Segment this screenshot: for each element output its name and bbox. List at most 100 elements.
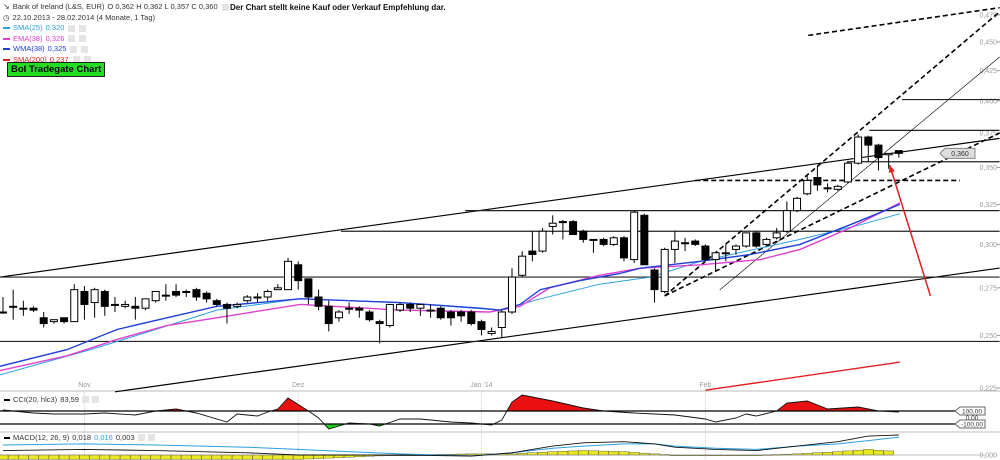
candle-body [701, 245, 710, 261]
macd-histogram-bar [211, 454, 222, 460]
candle-body [640, 214, 649, 266]
close-icon[interactable] [81, 45, 89, 53]
y-tick-label: 0,300 [979, 242, 997, 249]
candle [823, 183, 832, 193]
candle-body [294, 264, 303, 282]
candle [131, 296, 140, 320]
cci-level-marker [954, 419, 986, 429]
close-icon[interactable] [79, 24, 87, 32]
candle [19, 300, 28, 316]
candle-body [273, 287, 282, 291]
macd-histogram-bar [557, 451, 569, 456]
candle-body [691, 240, 700, 245]
macd-histogram-bar [79, 454, 90, 460]
candle-body [497, 311, 506, 328]
close-icon[interactable] [147, 434, 155, 441]
candle [426, 304, 435, 318]
edit-icon[interactable] [68, 24, 76, 32]
last-price-marker [939, 147, 976, 159]
arrowhead-icon [888, 165, 895, 173]
candle [39, 312, 48, 328]
candle [630, 210, 639, 264]
candle-body [742, 232, 751, 247]
trendline [114, 267, 1000, 393]
cci-overbought-fill [3, 395, 899, 411]
candle [497, 310, 506, 338]
macd-histogram-bar [323, 454, 334, 459]
settings-icon[interactable] [221, 3, 229, 11]
candle-body [90, 289, 99, 304]
candle [121, 300, 130, 309]
candle-body [793, 197, 802, 212]
candle-body [538, 230, 547, 252]
candle-body [9, 305, 18, 308]
legend-label: EMA(38) [13, 33, 43, 43]
edit-icon[interactable] [137, 434, 145, 441]
edit-icon[interactable] [68, 35, 76, 43]
candle [864, 135, 873, 162]
candle-body [172, 290, 181, 296]
macd-value: 0,018 [72, 433, 92, 442]
candle [182, 289, 191, 297]
candle [202, 291, 211, 303]
candle-body [131, 305, 140, 309]
candle [406, 302, 415, 313]
candle [548, 215, 557, 235]
chart-legend: ↘ Bank of Ireland (L&S, EUR) O 0,362 H 0… [3, 2, 229, 65]
candle-body [406, 303, 415, 309]
legend-item-wma38: WMA(38) 0,325 [3, 44, 229, 55]
candle [762, 237, 771, 247]
candle-body [752, 232, 761, 247]
edit-icon[interactable] [70, 45, 78, 53]
candle-body [487, 330, 496, 334]
close-icon[interactable] [79, 35, 87, 43]
candle [528, 231, 537, 262]
candle-body [731, 245, 740, 250]
candle-body [711, 252, 720, 261]
macd-histogram-bar [181, 454, 192, 460]
candle [640, 213, 649, 266]
macd-histogram-bar [618, 451, 630, 456]
candle-body [518, 255, 527, 276]
tradegate-chart-button[interactable]: BoI Tradegate Chart [7, 62, 106, 77]
candle [304, 278, 313, 305]
candle [772, 228, 781, 240]
candle-body [202, 292, 211, 300]
x-tick-label: Dez [292, 382, 305, 389]
close-icon[interactable] [91, 396, 99, 403]
trendline [719, 56, 1000, 291]
legend-label: WMA(38) [13, 44, 45, 53]
legend-label: SMA(200) [13, 54, 47, 64]
candle [151, 290, 160, 303]
candle-body [212, 300, 221, 305]
macd-histogram-bar [48, 454, 60, 460]
cci-level-label: -100,00 [961, 422, 983, 429]
macd-histogram-bar [313, 454, 324, 459]
candle [711, 252, 720, 272]
ohlc-readout: O 0,362 H 0,362 L 0,357 C 0,360 [107, 2, 218, 11]
close-icon[interactable] [83, 56, 91, 64]
candle [619, 236, 628, 262]
candle [833, 184, 842, 191]
macd-line [2, 434, 899, 457]
candle [731, 244, 740, 255]
candle [294, 261, 303, 290]
macd-histogram-bar [547, 451, 558, 456]
y-tick-label: 0,425 [979, 68, 997, 75]
macd-histogram-bar [883, 450, 894, 456]
ma-line-sma25 [0, 213, 901, 376]
candle [793, 196, 802, 213]
legend-value: 0,326 [45, 33, 65, 43]
macd-hist-value: 0,003 [115, 433, 135, 442]
candle [324, 300, 333, 332]
edit-icon[interactable] [72, 56, 80, 64]
candle-body [100, 290, 109, 307]
macd-histogram-bar [231, 454, 243, 460]
candle [60, 317, 69, 324]
candle-body [396, 303, 405, 311]
candle-body [29, 307, 38, 311]
candle [375, 319, 384, 344]
edit-icon[interactable] [81, 396, 89, 403]
candlestick-icon: ↘ [3, 2, 10, 11]
